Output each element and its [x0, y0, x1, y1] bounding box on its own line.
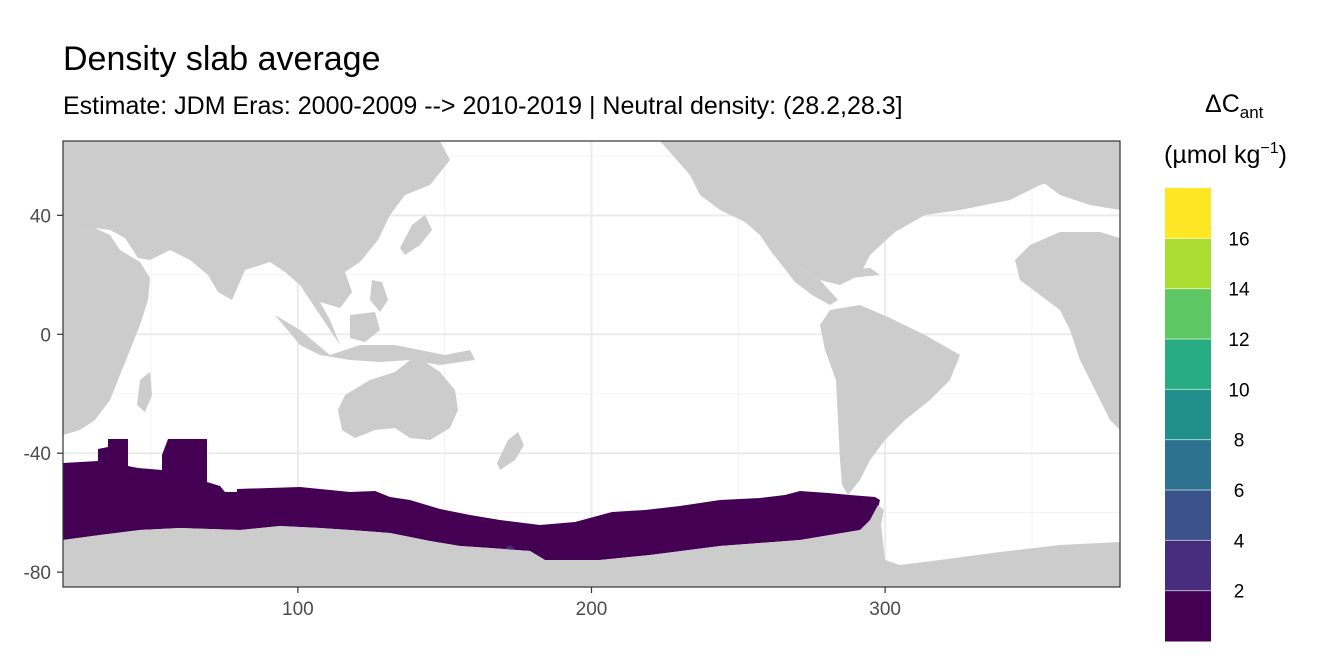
- legend: ΔCant (µmol kg−1) 2 4 6 8 10 12 14 16: [1164, 90, 1287, 642]
- y-tick-label: 0: [40, 325, 51, 346]
- eurasia: [63, 141, 450, 308]
- legend-break-label: 4: [1234, 531, 1245, 552]
- southeast-asia: [300, 285, 340, 345]
- legend-break-label: 12: [1228, 330, 1249, 351]
- slab-region-main: [63, 439, 880, 560]
- legend-break-label: 14: [1228, 280, 1250, 301]
- africa: [63, 228, 150, 435]
- x-tick-label: 100: [282, 599, 314, 620]
- madagascar: [137, 372, 152, 412]
- y-tick-label: -80: [24, 563, 51, 584]
- north-america: [660, 141, 1120, 285]
- africa-east-edge: [1015, 232, 1120, 430]
- new-zealand: [497, 432, 524, 470]
- legend-title-unit: (µmol kg−1): [1164, 140, 1287, 169]
- antarctica: [63, 515, 1120, 587]
- x-tick-label: 200: [576, 599, 608, 620]
- land: [63, 141, 1120, 587]
- australia: [338, 360, 458, 440]
- legend-swatch: [1165, 188, 1211, 239]
- legend-swatch: [1165, 590, 1211, 642]
- antarctic-peninsula: [855, 505, 884, 540]
- legend-title-main: ΔCant: [1205, 90, 1264, 122]
- legend-swatch: [1165, 439, 1211, 491]
- legend-break-label: 16: [1228, 229, 1249, 250]
- legend-break-label: 2: [1234, 582, 1245, 603]
- legend-colorbar: [1165, 188, 1211, 642]
- legend-swatch: [1165, 490, 1211, 541]
- y-tick-label: -40: [24, 444, 51, 465]
- caribbean: [840, 268, 880, 278]
- y-tick-label: 40: [30, 206, 51, 227]
- x-axis: 100 200 300: [282, 587, 901, 620]
- legend-swatch: [1165, 288, 1211, 340]
- legend-swatch: [1165, 339, 1211, 390]
- indonesia: [275, 315, 475, 365]
- legend-swatch: [1165, 238, 1211, 290]
- x-tick-label: 300: [869, 599, 901, 620]
- greenland: [1020, 141, 1120, 210]
- central-america: [770, 250, 838, 305]
- japan: [400, 215, 432, 255]
- legend-swatch: [1165, 389, 1211, 441]
- borneo: [350, 312, 380, 342]
- legend-swatch: [1165, 540, 1211, 592]
- legend-labels: 2 4 6 8 10 12 14 16: [1228, 229, 1250, 602]
- legend-break-label: 6: [1234, 481, 1245, 502]
- chart-subtitle: Estimate: JDM Eras: 2000-2009 --> 2010-2…: [63, 92, 903, 120]
- south-america: [820, 305, 960, 495]
- philippines: [370, 280, 388, 312]
- legend-break-label: 8: [1234, 431, 1245, 452]
- chart-title: Density slab average: [63, 40, 381, 78]
- y-axis: -80 -40 0 40: [24, 206, 63, 584]
- legend-break-label: 10: [1228, 380, 1249, 401]
